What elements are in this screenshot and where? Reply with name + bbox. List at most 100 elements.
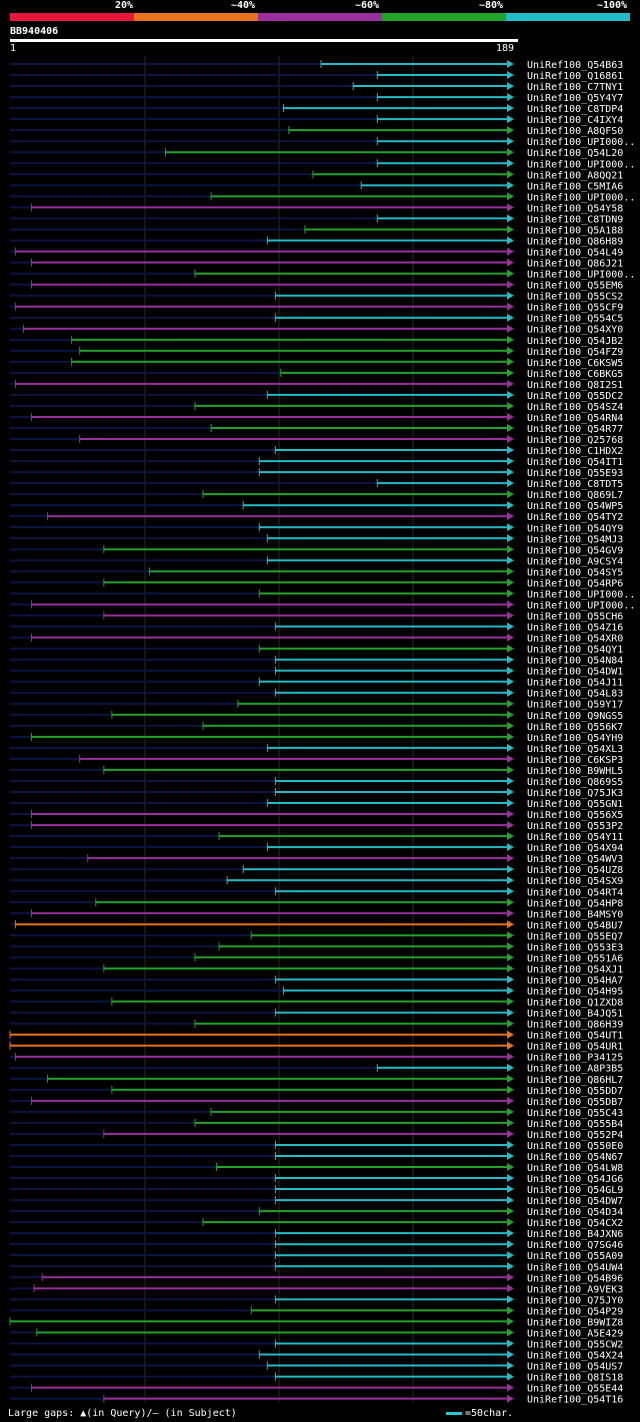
hit-end-arrow [507,423,514,432]
hit-row: UniRef100_Q54BU7 [10,920,623,931]
hit-row: UniRef100_Q54L20 [10,148,623,159]
hit-label: UniRef100_UPI000.. [527,159,635,170]
hit-label: UniRef100_A9VEK3 [527,1284,623,1295]
hit-label: UniRef100_Q55CS2 [527,292,623,303]
hit-label: UniRef100_Q552P4 [527,1130,623,1141]
hit-end-arrow [507,1295,514,1304]
identity-legend-bar [10,13,630,21]
hit-row: UniRef100_Q553P2 [10,821,623,832]
hit-label: UniRef100_Q54JB2 [527,336,623,347]
hit-label: UniRef100_Q16861 [527,71,623,82]
query-id: BB940406 [10,26,59,37]
hit-label: UniRef100_B9WHL5 [527,766,623,777]
hit-row: UniRef100_Q55CF9 [10,302,623,314]
hit-row: UniRef100_Q54B63 [10,60,623,71]
hit-end-arrow [507,710,514,719]
hit-row: UniRef100_Q54LW8 [10,1163,623,1174]
hit-label: UniRef100_Q54FZ9 [527,347,623,358]
hit-end-arrow [507,1328,514,1337]
hit-end-arrow [507,942,514,951]
hit-label: UniRef100_Q54XL3 [527,744,623,755]
hit-end-arrow [507,622,514,631]
hit-end-arrow [507,920,514,929]
hit-row: UniRef100_Q54SX9 [10,876,623,887]
hit-row: UniRef100_C6KSW5 [10,357,623,369]
hit-row: UniRef100_Q556X5 [10,810,623,821]
hit-row: UniRef100_Q7SG46 [10,1240,623,1251]
hit-end-arrow [507,1019,514,1028]
hit-end-arrow [507,1151,514,1160]
hit-end-arrow [507,1063,514,1072]
hit-label: UniRef100_Q54MJ3 [527,534,623,545]
legend-segment-20 [10,13,134,21]
hit-row: UniRef100_Q54FZ9 [10,346,623,358]
hit-label: UniRef100_Q54D34 [527,1207,623,1218]
hit-end-arrow [507,776,514,785]
hit-row: UniRef100_Q54QY1 [10,644,623,656]
hit-row: UniRef100_Q1ZXD8 [10,997,623,1009]
hit-label: UniRef100_Q54UR1 [527,1042,623,1053]
hit-label: UniRef100_C7TNY1 [527,82,623,93]
hit-end-arrow [507,446,514,455]
hit-end-arrow [507,1185,514,1194]
hit-end-arrow [507,832,514,841]
hit-row: UniRef100_Q54N67 [10,1151,623,1163]
hit-label: UniRef100_Q25768 [527,435,623,446]
hit-end-arrow [507,799,514,808]
hit-end-arrow [507,556,514,565]
hit-label: UniRef100_Q55CF9 [527,303,623,314]
hit-label: UniRef100_Q869L7 [527,490,623,501]
hit-row: UniRef100_C7TNY1 [10,82,623,93]
hit-end-arrow [507,1251,514,1260]
hit-row: UniRef100_B4MSY0 [10,909,623,920]
hit-row: UniRef100_Q55C43 [10,1107,623,1119]
hit-row: UniRef100_C8TDT5 [10,479,623,490]
hit-end-arrow [507,104,514,113]
legend-label-20: 20% [114,0,134,11]
hit-label: UniRef100_Q554C5 [527,314,623,325]
hit-row: UniRef100_Q54UZ8 [10,865,623,876]
hit-end-arrow [507,170,514,179]
hit-end-arrow [507,269,514,278]
hit-row: UniRef100_Q869L7 [10,490,623,501]
hit-row: UniRef100_UPI000.. [10,269,635,281]
hit-end-arrow [507,787,514,796]
hit-end-arrow [507,567,514,576]
hit-row: UniRef100_Q54YH9 [10,732,623,744]
hit-row: UniRef100_Q556K7 [10,721,623,733]
hit-end-arrow [507,1284,514,1293]
hit-end-arrow [507,192,514,201]
hit-label: UniRef100_A8QFS0 [527,126,623,137]
hit-row: UniRef100_B4JXN6 [10,1229,623,1240]
hit-row: UniRef100_A9CSY4 [10,556,623,567]
hit-label: UniRef100_P34125 [527,1053,623,1064]
hit-end-arrow [507,964,514,973]
hit-end-arrow [507,214,514,223]
hit-end-arrow [507,1030,514,1039]
hit-row: UniRef100_Q54T16 [10,1394,623,1406]
hit-end-arrow [507,743,514,752]
hit-label: UniRef100_Q55E93 [527,468,623,479]
hit-row: UniRef100_Q8IS18 [10,1372,623,1384]
hit-label: UniRef100_Q54R77 [527,424,623,435]
hit-end-arrow [507,909,514,918]
hit-label: UniRef100_Q8I2S1 [527,380,623,391]
hit-row: UniRef100_Q55DB7 [10,1096,623,1108]
hit-end-arrow [507,600,514,609]
hit-row: UniRef100_B4JQ51 [10,1008,623,1020]
hit-row: UniRef100_Q54GL9 [10,1185,623,1196]
legend-label-40: ~40% [230,0,256,11]
hit-label: UniRef100_Q54Y11 [527,832,623,843]
hit-row: UniRef100_Q54B96 [10,1273,623,1284]
hit-label: UniRef100_Q54YH9 [527,733,623,744]
hit-end-arrow [507,1372,514,1381]
hit-label: UniRef100_Q54B96 [527,1273,623,1284]
hit-label: UniRef100_UPI000.. [527,600,635,611]
hit-end-arrow [507,82,514,91]
hit-row: UniRef100_Q54XJ1 [10,964,623,975]
hit-label: UniRef100_UPI000.. [527,270,635,281]
hit-label: UniRef100_UPI000.. [527,192,635,203]
hit-row: UniRef100_Q54JG6 [10,1174,623,1185]
hit-label: UniRef100_Q55DB7 [527,1097,623,1108]
hit-label: UniRef100_Q54IT1 [527,457,623,468]
